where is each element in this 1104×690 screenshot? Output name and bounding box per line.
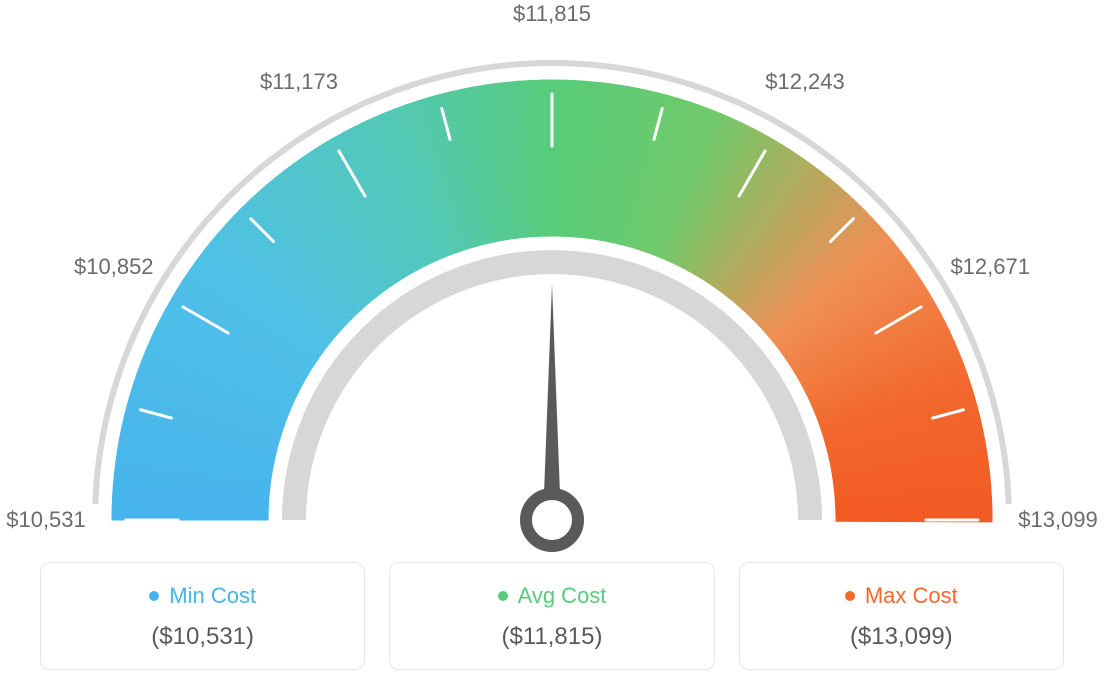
legend-label-min: Min Cost <box>169 583 256 609</box>
gauge-area: $10,531 $10,852 $11,173 $11,815 $12,243 $12,6… <box>0 0 1104 560</box>
gauge-tick-label: $12,671 <box>950 254 1030 280</box>
gauge-hub <box>526 494 578 546</box>
cost-gauge-chart: $10,531 $10,852 $11,173 $11,815 $12,243 $12,6… <box>0 0 1104 690</box>
legend-dot-min <box>149 591 159 601</box>
legend-title-max: Max Cost <box>845 583 958 609</box>
legend-box-avg: Avg Cost ($11,815) <box>389 562 714 670</box>
gauge-needle <box>543 284 561 520</box>
gauge-svg <box>0 0 1104 560</box>
legend-label-max: Max Cost <box>865 583 958 609</box>
legend-value-min: ($10,531) <box>51 623 354 651</box>
legend-box-min: Min Cost ($10,531) <box>40 562 365 670</box>
legend: Min Cost ($10,531) Avg Cost ($11,815) Ma… <box>40 562 1064 670</box>
gauge-tick-label: $11,173 <box>260 69 338 95</box>
legend-dot-max <box>845 591 855 601</box>
legend-title-avg: Avg Cost <box>498 583 607 609</box>
gauge-tick-label: $10,852 <box>74 254 154 280</box>
legend-box-max: Max Cost ($13,099) <box>739 562 1064 670</box>
legend-title-min: Min Cost <box>149 583 256 609</box>
gauge-tick-label: $12,243 <box>765 69 845 95</box>
legend-value-max: ($13,099) <box>750 623 1053 651</box>
legend-value-avg: ($11,815) <box>400 623 703 651</box>
gauge-tick-label: $13,099 <box>1018 507 1098 533</box>
legend-dot-avg <box>498 591 508 601</box>
gauge-tick-label: $10,531 <box>6 507 86 533</box>
legend-label-avg: Avg Cost <box>518 583 607 609</box>
gauge-tick-label: $11,815 <box>513 1 591 27</box>
